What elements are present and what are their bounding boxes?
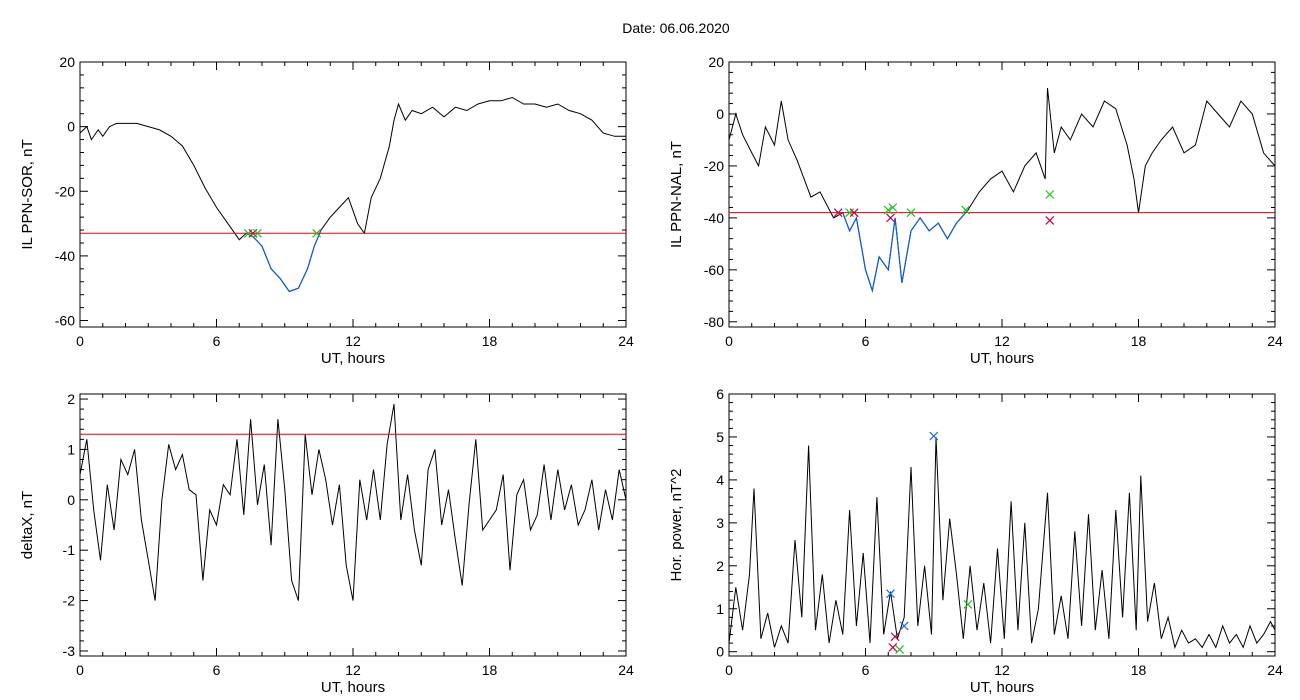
series-line	[80, 96, 626, 293]
x-marker	[1045, 216, 1055, 225]
x-axis-label: UT, hours	[321, 679, 385, 696]
x-tick-label: 24	[1267, 333, 1283, 349]
x-tick-label: 18	[482, 662, 498, 678]
x-marker	[886, 589, 895, 599]
x-tick-label: 18	[1131, 333, 1147, 349]
x-tick-label: 18	[482, 333, 498, 349]
x-marker	[1045, 190, 1055, 199]
x-marker	[895, 645, 905, 654]
x-tick-label: 12	[345, 662, 361, 678]
y-tick-label: 4	[716, 472, 724, 488]
plot-area	[80, 404, 626, 601]
x-tick-label: 6	[862, 333, 870, 349]
plot-area	[729, 431, 1275, 654]
x-tick-label: 12	[994, 662, 1010, 678]
y-tick-label: 0	[67, 119, 75, 135]
y-tick-label: -80	[704, 314, 724, 330]
y-tick-label: 20	[708, 54, 724, 70]
x-tick-label: 24	[618, 662, 634, 678]
y-tick-label: -2	[63, 593, 76, 609]
y-axis-label: deltaX, nT	[19, 491, 36, 559]
y-tick-label: 1	[67, 441, 75, 457]
x-tick-label: 12	[345, 333, 361, 349]
panel-sor: 0 6 12 18 24 -60 -40 -20 0 20 UT, hours IL PPN-SOR,…	[19, 54, 634, 367]
y-axis-label: Hor. power, nT^2	[668, 469, 685, 582]
y-tick-label: -1	[63, 542, 76, 558]
y-tick-label: 3	[716, 515, 724, 531]
y-tick-label: 6	[716, 386, 724, 402]
y-tick-label: -20	[55, 183, 75, 199]
x-marker	[963, 600, 973, 609]
series-line	[80, 404, 626, 601]
x-marker	[833, 208, 843, 218]
highlight-segment	[842, 209, 969, 293]
plot-area	[80, 96, 626, 293]
x-marker	[849, 208, 859, 218]
x-tick-label: 0	[725, 662, 733, 678]
x-marker	[906, 208, 916, 218]
series-line	[729, 87, 1275, 293]
y-tick-label: 2	[67, 391, 75, 407]
y-tick-label: 0	[716, 644, 724, 660]
x-marker	[890, 632, 900, 642]
x-axis-label: UT, hours	[321, 350, 385, 367]
x-tick-label: 0	[76, 662, 84, 678]
plot-frame	[79, 61, 627, 328]
y-axis-label: IL PPN-NAL, nT	[668, 141, 685, 248]
y-tick-label: -20	[704, 158, 724, 174]
plot-frame	[79, 393, 627, 657]
y-tick-label: -40	[704, 210, 724, 226]
x-tick-label: 0	[76, 333, 84, 349]
series-line	[729, 436, 1275, 650]
x-marker	[883, 205, 893, 215]
highlight-segment	[245, 229, 322, 293]
x-axis-label: UT, hours	[970, 350, 1034, 367]
x-tick-label: 0	[725, 333, 733, 349]
x-marker	[888, 203, 898, 212]
y-tick-label: -60	[55, 313, 75, 329]
x-marker	[961, 205, 971, 215]
y-tick-label: 2	[716, 558, 724, 574]
y-tick-label: -60	[704, 262, 724, 278]
y-tick-label: -40	[55, 248, 75, 264]
x-tick-label: 6	[213, 333, 221, 349]
panel-nal: 0 6 12 18 24 -80 -60 -40 -20 0 20 UT, hours IL PPN-N…	[668, 54, 1283, 367]
y-tick-label: 0	[716, 106, 724, 122]
x-marker	[929, 431, 939, 441]
x-marker	[886, 213, 895, 223]
plot-frame	[728, 393, 1276, 657]
y-tick-label: 0	[67, 492, 75, 508]
x-tick-label: 24	[1267, 662, 1283, 678]
x-tick-label: 24	[618, 333, 634, 349]
x-marker	[312, 228, 322, 238]
y-axis-label: IL PPN-SOR, nT	[19, 139, 36, 249]
x-tick-label: 18	[1131, 662, 1147, 678]
y-tick-label: 1	[716, 601, 724, 617]
figure-title: Date: 06.06.2020	[622, 20, 730, 36]
x-marker	[253, 228, 262, 238]
plot-frame	[728, 61, 1276, 328]
y-tick-label: -3	[63, 643, 76, 659]
x-marker	[899, 621, 909, 631]
plot-area	[729, 87, 1275, 293]
x-axis-label: UT, hours	[970, 679, 1034, 696]
x-marker	[888, 642, 898, 652]
y-tick-label: 20	[59, 54, 75, 70]
x-tick-label: 12	[994, 333, 1010, 349]
x-tick-label: 6	[213, 662, 221, 678]
y-tick-label: 5	[716, 429, 724, 445]
x-tick-label: 6	[862, 662, 870, 678]
